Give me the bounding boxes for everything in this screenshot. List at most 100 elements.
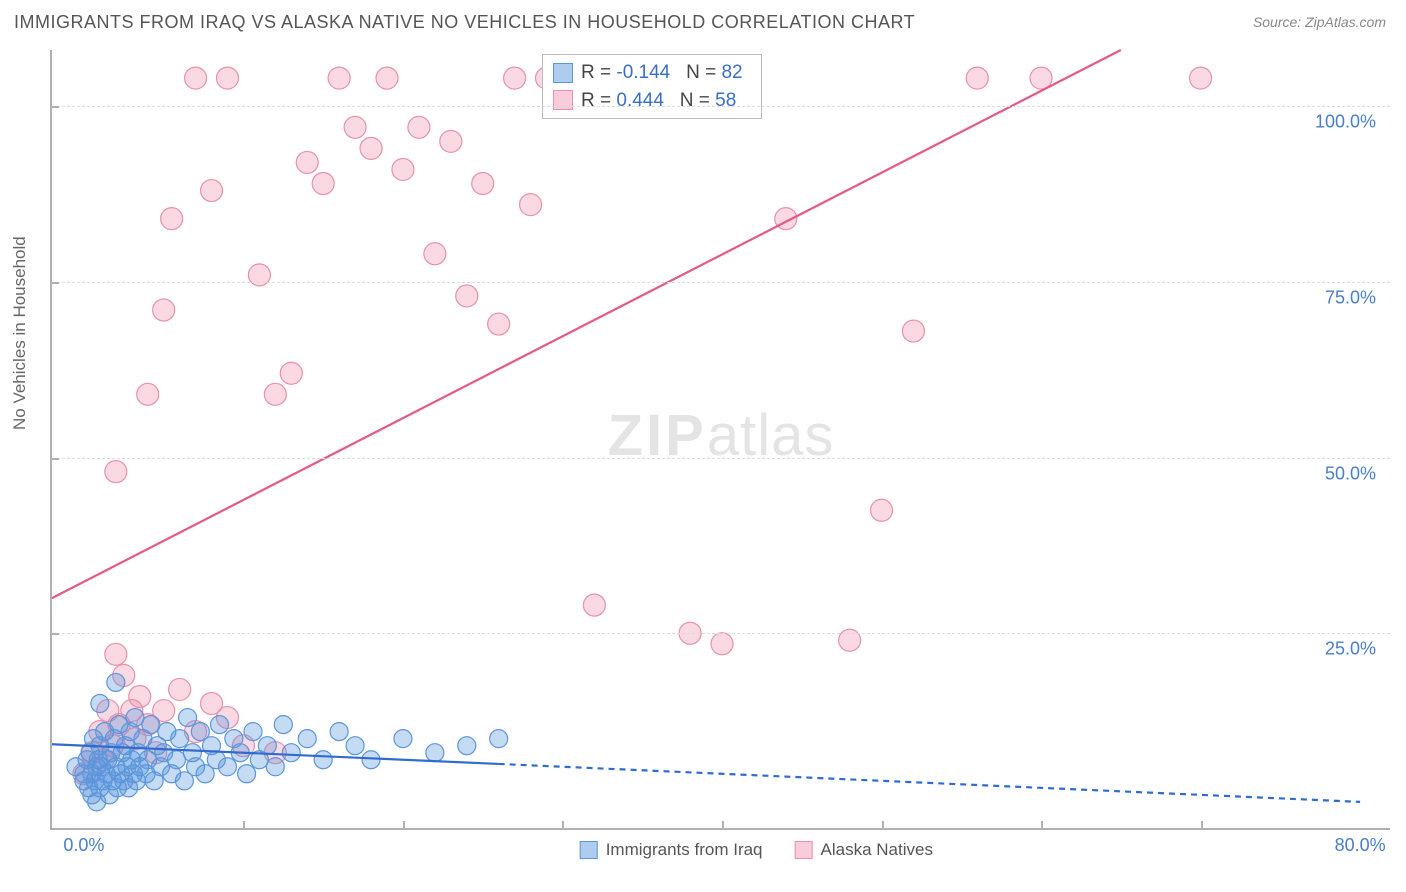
trendline-dashed [499,764,1360,802]
n-value-blue: 82 [721,62,742,83]
y-tick-label: 50.0% [1325,463,1376,484]
data-point [346,737,364,755]
data-point [488,313,510,335]
data-point [137,383,159,405]
x-tick-label: 0.0% [63,835,104,856]
data-point [424,243,446,265]
y-tick-label: 75.0% [1325,287,1376,308]
data-point [274,716,292,734]
data-point [1190,67,1212,89]
legend-item-blue: Immigrants from Iraq [580,840,763,860]
data-point [360,137,382,159]
chart-source: Source: ZipAtlas.com [1253,14,1386,30]
data-point [344,116,366,138]
data-point [216,67,238,89]
data-point [490,730,508,748]
legend-stats-box: R = -0.144 N = 82 R = 0.444 N = 58 [542,54,762,119]
plot-area: ZIPatlas R = -0.144 N = 82 R = 0.444 N =… [50,50,1390,830]
data-point [171,730,189,748]
legend-swatch-blue [553,63,573,83]
data-point [966,67,988,89]
data-point [142,716,160,734]
data-point [282,744,300,762]
bottom-legend: Immigrants from Iraq Alaska Natives [580,840,933,860]
data-point [91,695,109,713]
data-point [105,461,127,483]
x-tick [243,821,245,829]
data-point [583,594,605,616]
data-point [871,499,893,521]
data-point [376,67,398,89]
legend-row-pink: R = 0.444 N = 58 [553,87,743,115]
r-value-pink: 0.444 [616,90,664,111]
gridline-h [52,458,1390,459]
data-point [426,744,444,762]
data-point [126,709,144,727]
data-point [520,194,542,216]
legend-swatch-pink [553,90,573,110]
r-value-blue: -0.144 [616,62,670,83]
y-axis-label: No Vehicles in Household [10,236,30,430]
data-point [298,730,316,748]
x-tick [1201,821,1203,829]
data-point [129,685,151,707]
x-tick [882,821,884,829]
data-point [105,643,127,665]
n-value-pink: 58 [715,90,736,111]
y-tick [51,633,59,635]
n-label: N = [670,62,721,83]
n-label: N = [664,90,715,111]
legend-swatch-pink-2 [795,841,813,859]
x-tick-label: 80.0% [1335,835,1386,856]
data-point [456,285,478,307]
trendline-solid [52,50,1121,598]
data-point [362,751,380,769]
data-point [440,130,462,152]
data-point [296,151,318,173]
data-point [211,716,229,734]
data-point [161,208,183,230]
data-point [902,320,924,342]
data-point [218,758,236,776]
gridline-h [52,106,1390,107]
data-point [394,730,412,748]
data-point [264,383,286,405]
x-tick [1041,821,1043,829]
x-tick [562,821,564,829]
gridline-h [52,282,1390,283]
data-point [107,673,125,691]
data-point [504,67,526,89]
r-label: R = [581,62,616,83]
y-tick-label: 25.0% [1325,639,1376,660]
chart-header: IMMIGRANTS FROM IRAQ VS ALASKA NATIVE NO… [0,0,1406,44]
data-point [258,737,276,755]
x-tick [403,821,405,829]
data-point [458,737,476,755]
data-point [280,362,302,384]
legend-label-blue: Immigrants from Iraq [606,840,763,860]
data-point [330,723,348,741]
y-tick [51,458,59,460]
data-point [314,751,332,769]
chart-title: IMMIGRANTS FROM IRAQ VS ALASKA NATIVE NO… [14,12,915,33]
data-point [179,709,197,727]
data-point [153,299,175,321]
data-point [185,67,207,89]
y-tick [51,106,59,108]
legend-item-pink: Alaska Natives [795,840,933,860]
data-point [472,173,494,195]
legend-row-blue: R = -0.144 N = 82 [553,59,743,87]
data-point [408,116,430,138]
legend-label-pink: Alaska Natives [821,840,933,860]
y-tick-label: 100.0% [1315,112,1376,133]
legend-swatch-blue-2 [580,841,598,859]
r-label: R = [581,90,616,111]
data-point [167,751,185,769]
data-point [244,723,262,741]
data-point [711,633,733,655]
data-point [266,758,284,776]
chart-svg [52,50,1390,828]
data-point [392,158,414,180]
data-point [169,678,191,700]
y-tick [51,282,59,284]
